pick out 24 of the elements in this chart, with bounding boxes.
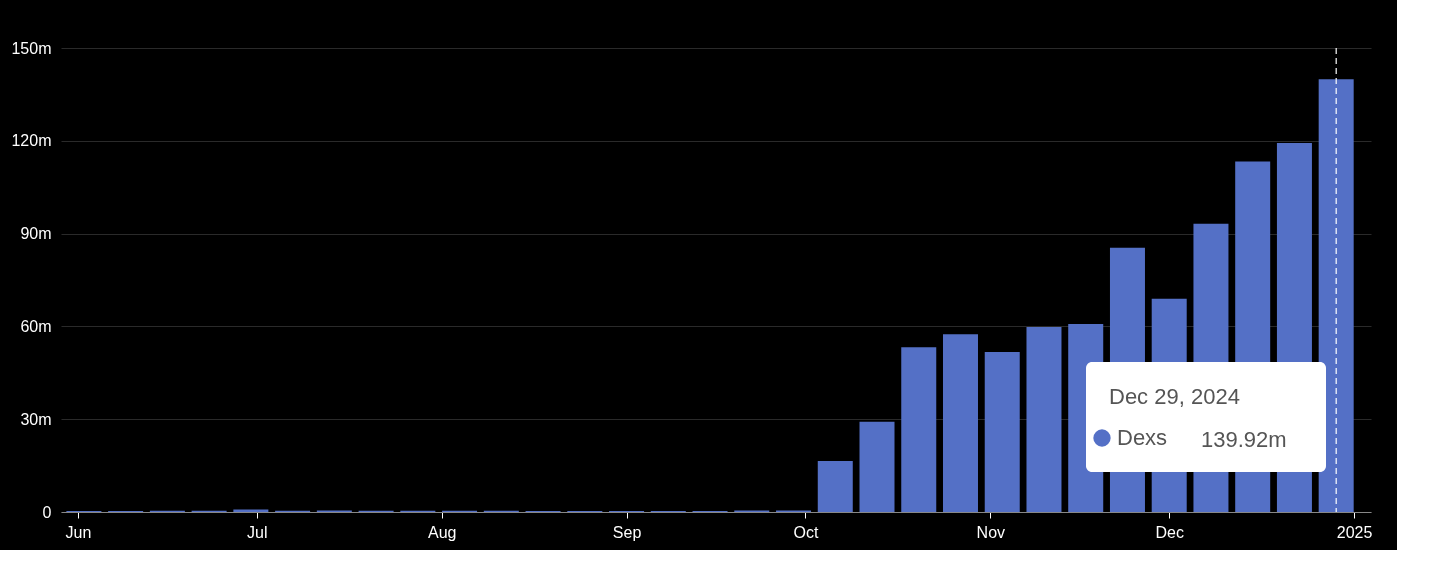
x-tick-label: Dec: [1155, 523, 1184, 541]
x-tick-label: Sep: [612, 523, 642, 541]
x-tick-label: Oct: [793, 523, 819, 541]
y-tick-label: 120m: [11, 132, 52, 150]
y-tick-label: 150m: [11, 39, 52, 57]
x-tick-label: Jun: [65, 523, 92, 541]
bar: [817, 460, 853, 512]
annotation: Dec 29, 2024: [1109, 384, 1240, 409]
x-tick-label: Jul: [247, 523, 268, 541]
bar: [859, 421, 895, 512]
y-tick-label: 0: [42, 503, 52, 521]
x-tick-label: Nov: [976, 523, 1006, 541]
bar: [943, 334, 978, 512]
y-tick-label: 60m: [20, 317, 52, 335]
text: 139.92m: [1201, 427, 1287, 452]
x-tick-label: 2025: [1336, 523, 1373, 541]
legend-label: Dexs: [1117, 425, 1168, 450]
y-tick-label: 90m: [20, 225, 52, 243]
bar: [1318, 79, 1354, 512]
bar: [984, 352, 1020, 512]
bar: [1026, 327, 1062, 512]
y-tick-label: 30m: [20, 410, 52, 428]
bar: [901, 347, 937, 512]
x-tick-label: Aug: [427, 523, 457, 541]
